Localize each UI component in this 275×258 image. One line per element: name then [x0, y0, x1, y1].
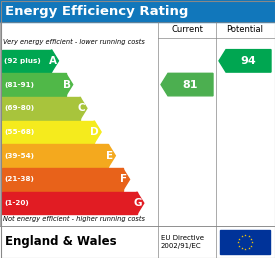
Bar	[2, 192, 137, 214]
Bar	[2, 97, 80, 119]
Polygon shape	[80, 97, 87, 119]
Text: C: C	[77, 103, 85, 113]
Text: 81: 81	[183, 79, 198, 90]
Polygon shape	[51, 50, 59, 72]
Polygon shape	[219, 50, 271, 72]
Bar	[220, 230, 270, 254]
Bar	[0, 226, 275, 258]
Text: (39-54): (39-54)	[4, 153, 34, 159]
Bar	[2, 168, 123, 191]
Text: (92 plus): (92 plus)	[4, 58, 41, 64]
Text: (21-38): (21-38)	[4, 176, 34, 182]
Text: Very energy efficient - lower running costs: Very energy efficient - lower running co…	[3, 39, 145, 45]
Text: (69-80): (69-80)	[4, 105, 34, 111]
Text: G: G	[133, 198, 142, 208]
Bar	[2, 144, 108, 167]
Text: D: D	[90, 127, 99, 137]
Polygon shape	[108, 144, 115, 167]
Bar	[2, 121, 94, 143]
Text: England & Wales: England & Wales	[5, 236, 117, 248]
Text: B: B	[63, 79, 71, 90]
Text: (81-91): (81-91)	[4, 82, 34, 87]
Text: Potential: Potential	[227, 26, 263, 35]
Polygon shape	[66, 73, 73, 96]
Polygon shape	[137, 192, 144, 214]
Bar	[0, 0, 275, 22]
Bar	[2, 73, 66, 96]
Text: Not energy efficient - higher running costs: Not energy efficient - higher running co…	[3, 216, 145, 222]
Text: 94: 94	[241, 56, 256, 66]
Polygon shape	[161, 73, 213, 96]
Bar	[2, 50, 51, 72]
Polygon shape	[94, 121, 101, 143]
Text: Current: Current	[171, 26, 203, 35]
Text: A: A	[48, 56, 56, 66]
Text: F: F	[120, 174, 128, 184]
Polygon shape	[123, 168, 130, 191]
Text: EU Directive
2002/91/EC: EU Directive 2002/91/EC	[161, 235, 204, 249]
Bar	[0, 22, 275, 226]
Text: Energy Efficiency Rating: Energy Efficiency Rating	[5, 4, 188, 18]
Text: (1-20): (1-20)	[4, 200, 29, 206]
Text: (55-68): (55-68)	[4, 129, 34, 135]
Text: E: E	[106, 151, 113, 161]
Bar	[0, 22, 275, 226]
